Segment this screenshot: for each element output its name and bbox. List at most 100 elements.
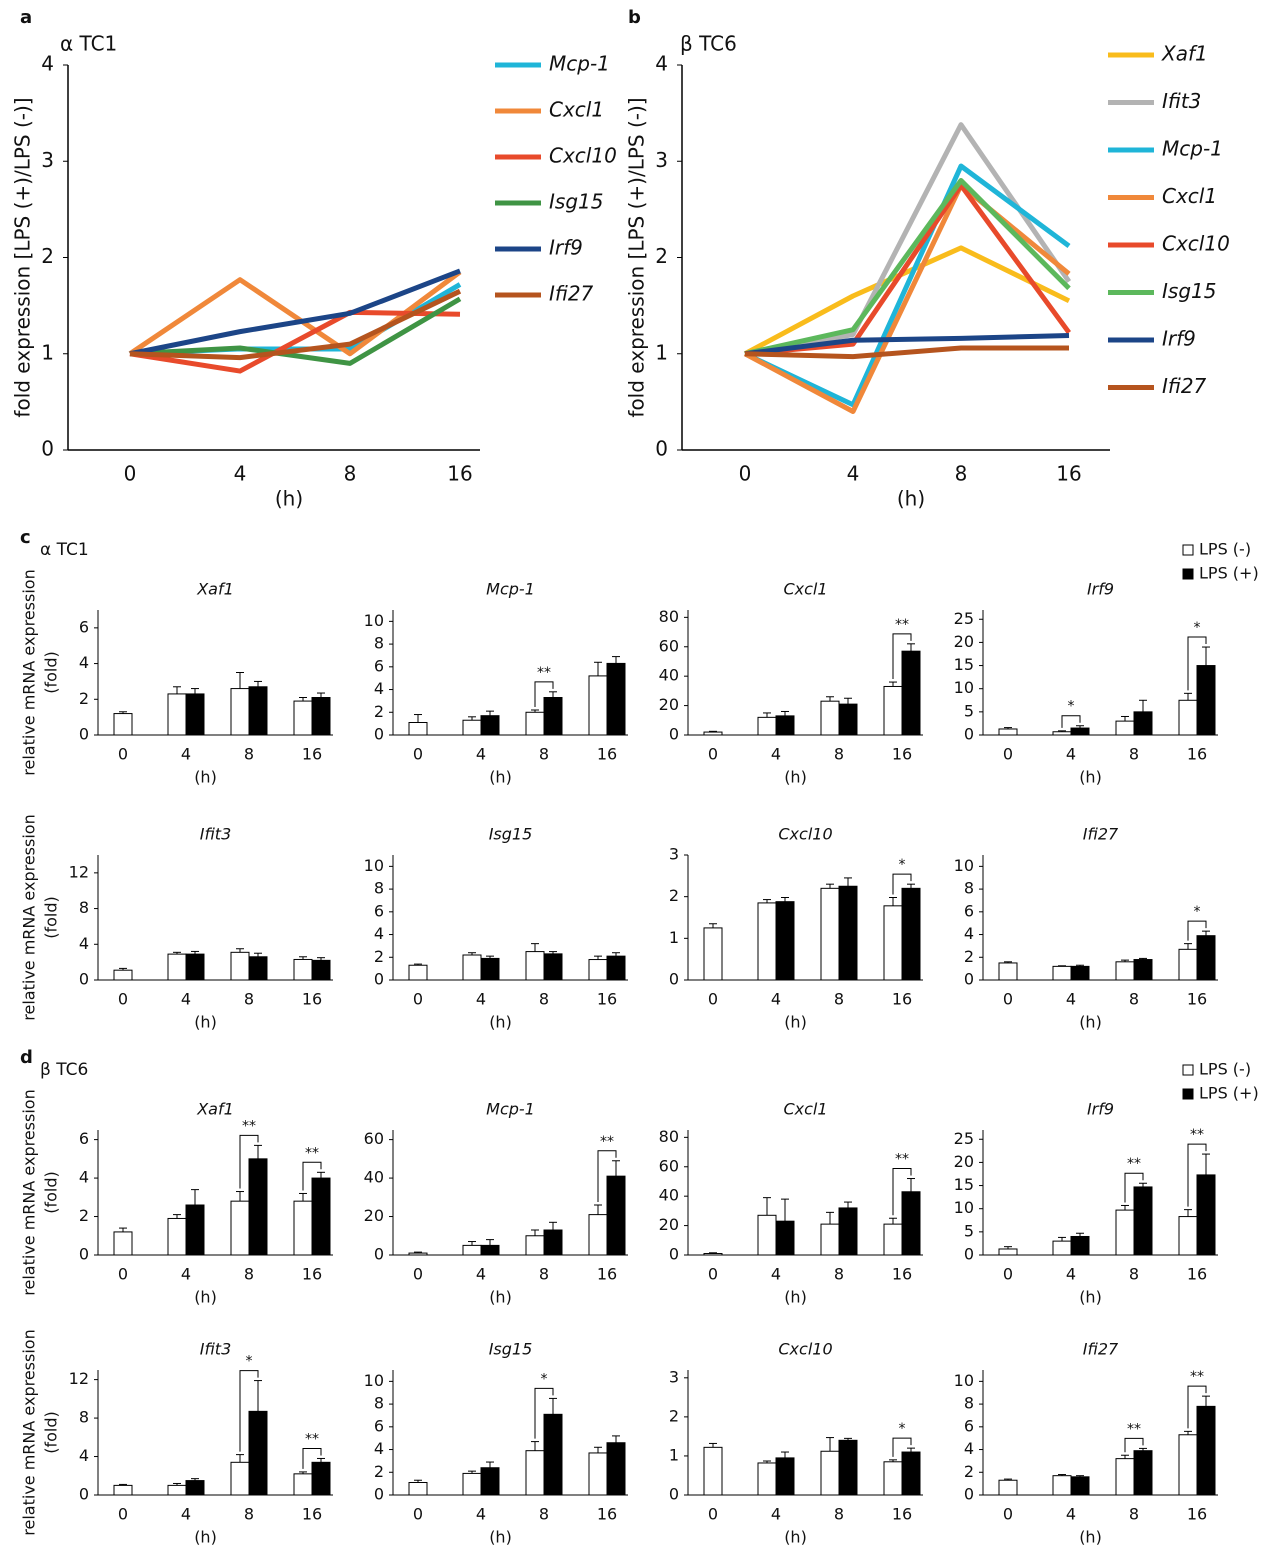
x-tick-label: 8 xyxy=(244,1505,254,1524)
line xyxy=(743,182,1071,414)
x-tick-label: 4 xyxy=(771,745,781,764)
x-tick-label: 8 xyxy=(539,745,549,764)
legend-label: Ifit3 xyxy=(1162,89,1201,113)
significance-label: ** xyxy=(242,1118,256,1134)
error-bar xyxy=(763,899,771,903)
y-tick-label: 2 xyxy=(964,947,974,966)
bar xyxy=(703,1446,723,1496)
legend-label: LPS (+) xyxy=(1199,1084,1259,1103)
error-bar xyxy=(191,1189,199,1205)
bar xyxy=(998,728,1018,736)
x-tick-label: 0 xyxy=(739,462,752,486)
error-bar xyxy=(1202,646,1210,666)
error-bar xyxy=(531,1229,539,1236)
x-tick-label: 16 xyxy=(302,1265,322,1284)
error-bar xyxy=(173,686,181,694)
significance-label: ** xyxy=(895,617,909,633)
error-bar xyxy=(594,1204,602,1215)
error-bar xyxy=(1139,957,1147,960)
y-tick-label: 0 xyxy=(964,1485,974,1504)
y-tick-label: 0 xyxy=(79,725,89,744)
error-bar xyxy=(317,957,325,961)
x-tick-label: 4 xyxy=(181,1505,191,1524)
y-tick-label: 6 xyxy=(374,656,384,675)
significance-bracket xyxy=(534,681,554,707)
significance-label: ** xyxy=(1190,1127,1204,1143)
bar xyxy=(230,951,250,981)
x-tick-label: 8 xyxy=(1129,990,1139,1009)
bar xyxy=(462,1472,482,1496)
bar xyxy=(113,1484,133,1496)
y-tick-label: 6 xyxy=(374,901,384,920)
x-tick-label: 16 xyxy=(1187,1265,1207,1284)
error-bar xyxy=(254,680,262,687)
bar xyxy=(883,685,903,736)
bar xyxy=(820,1223,840,1256)
y-tick-label: 2 xyxy=(964,1462,974,1481)
significance-label: ** xyxy=(1190,1369,1204,1385)
x-tick-label: 8 xyxy=(244,1265,254,1284)
y-tick-label: 2 xyxy=(374,702,384,721)
y-tick-label: 20 xyxy=(364,1206,384,1225)
y-axis-label: (fold) xyxy=(42,1411,61,1454)
bar xyxy=(167,1217,187,1256)
bar xyxy=(757,1214,777,1256)
error-bar xyxy=(549,951,557,954)
error-bar xyxy=(254,952,262,957)
y-tick-label: 4 xyxy=(41,52,54,76)
error-bar xyxy=(1139,1182,1147,1187)
error-bar xyxy=(1121,1204,1129,1211)
line xyxy=(129,296,462,366)
bar xyxy=(293,1473,313,1496)
bar xyxy=(113,713,133,736)
significance-bracket xyxy=(1124,1172,1144,1203)
bar xyxy=(1070,1476,1090,1496)
y-tick-label: 20 xyxy=(954,1152,974,1171)
x-axis-label: (h) xyxy=(1079,1013,1102,1032)
bar xyxy=(525,951,545,981)
y-tick-label: 0 xyxy=(669,1485,679,1504)
x-tick-label: 8 xyxy=(834,990,844,1009)
error-bar xyxy=(826,696,834,702)
bar xyxy=(703,731,723,736)
y-tick-label: 8 xyxy=(79,1408,89,1427)
chart-title: Irf9 xyxy=(1087,580,1114,599)
bar xyxy=(480,1467,500,1496)
bar xyxy=(1178,1216,1198,1256)
chart-title: Mcp-1 xyxy=(486,580,535,599)
chart-title: Ifit3 xyxy=(200,825,232,844)
bar xyxy=(998,962,1018,981)
legend-label: Cxcl10 xyxy=(549,144,617,168)
y-axis-label: (fold) xyxy=(42,896,61,939)
x-tick-label: 16 xyxy=(892,1265,912,1284)
x-tick-label: 16 xyxy=(1187,745,1207,764)
bar xyxy=(408,722,428,736)
y-tick-label: 3 xyxy=(669,1367,679,1386)
legend-label: LPS (-) xyxy=(1199,1060,1251,1079)
chart-title: Cxcl1 xyxy=(783,580,827,599)
y-axis-label: (fold) xyxy=(42,1171,61,1214)
significance-bracket xyxy=(597,1150,617,1202)
x-tick-label: 8 xyxy=(539,1265,549,1284)
bar xyxy=(1133,711,1153,736)
subtitle: β TC6 xyxy=(680,32,737,56)
y-axis-label: relative mRNA expression xyxy=(20,1329,39,1535)
x-tick-label: 4 xyxy=(771,1265,781,1284)
bar xyxy=(703,1253,723,1256)
legend-label: LPS (+) xyxy=(1199,564,1259,583)
bar xyxy=(113,1231,133,1256)
bar xyxy=(1070,727,1090,736)
x-tick-label: 16 xyxy=(597,1265,617,1284)
y-tick-label: 0 xyxy=(79,1245,89,1264)
significance-bracket xyxy=(239,1370,259,1452)
bar xyxy=(775,1220,795,1256)
bar xyxy=(820,887,840,981)
y-axis-label: relative mRNA expression xyxy=(20,1089,39,1295)
error-bar xyxy=(1076,1475,1084,1477)
error-bar xyxy=(889,897,897,906)
significance-bracket xyxy=(302,1161,322,1191)
x-tick-label: 8 xyxy=(244,745,254,764)
x-tick-label: 0 xyxy=(708,1265,718,1284)
line xyxy=(744,178,1071,357)
legend-label: Isg15 xyxy=(549,190,603,214)
